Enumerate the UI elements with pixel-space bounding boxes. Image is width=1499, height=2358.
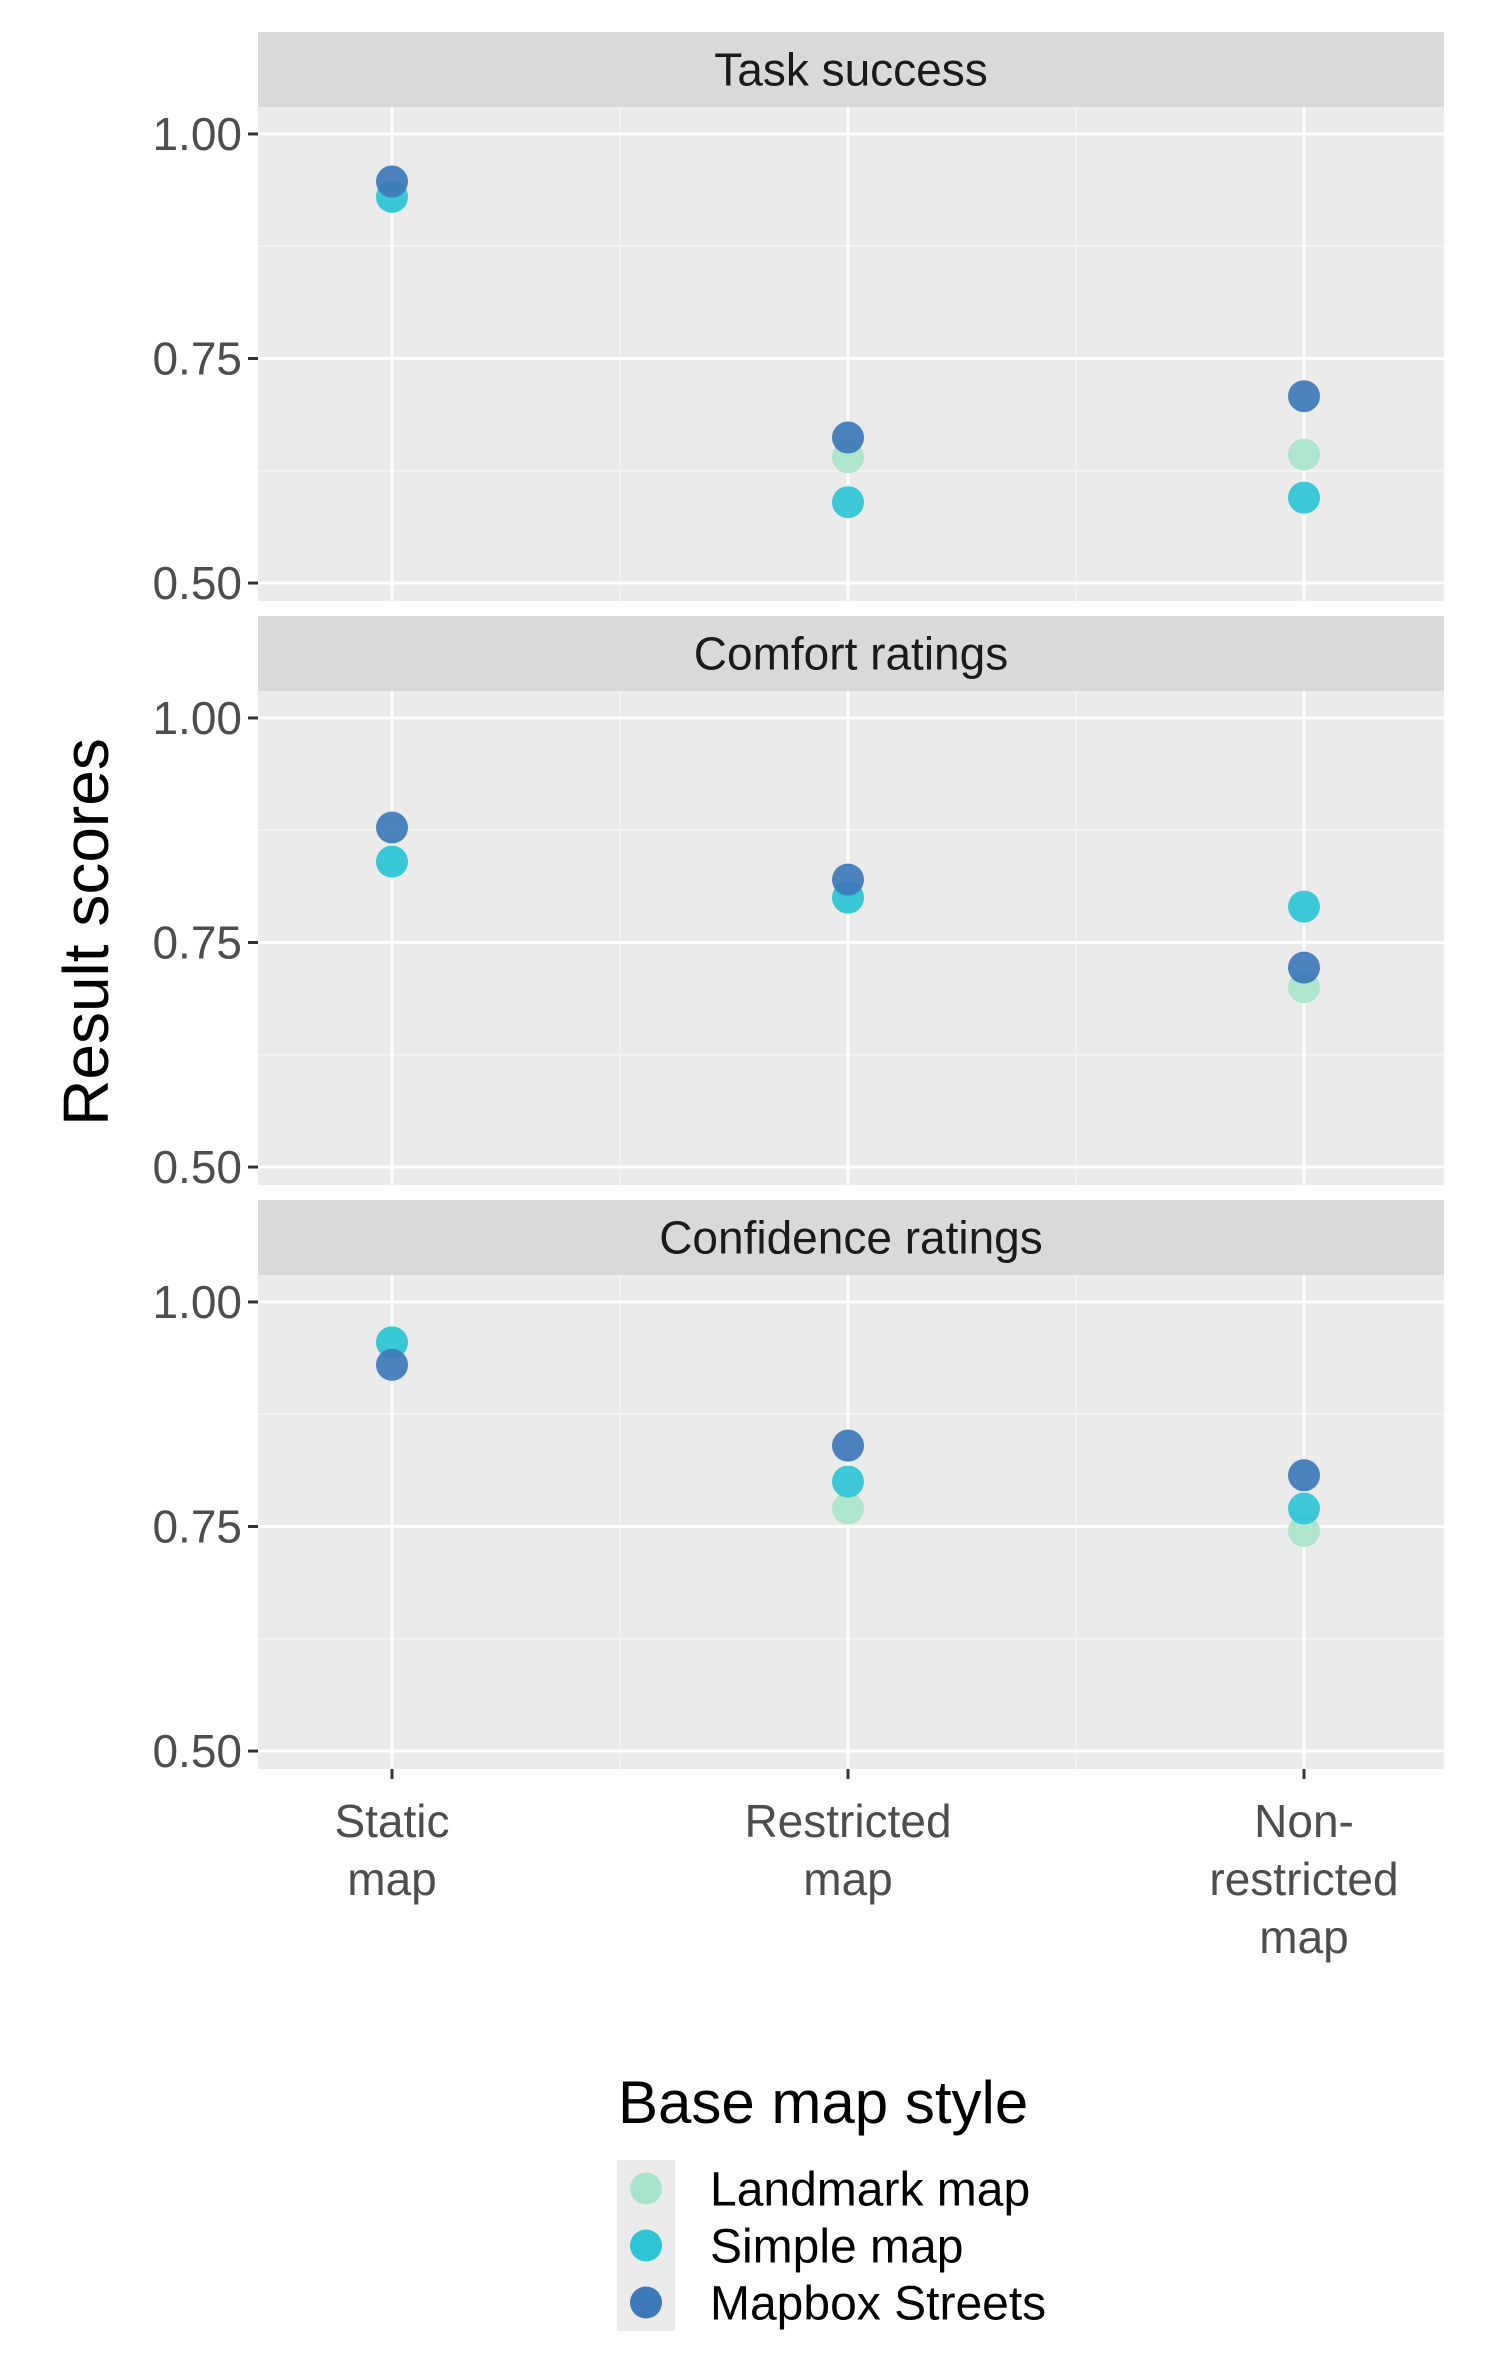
y-tick-label: 0.75	[152, 916, 242, 968]
data-point	[1288, 481, 1320, 514]
panels-layer: Task success 0.50 0.75 1.00 Comfort ratings 0…	[152, 32, 1444, 1777]
data-point	[1288, 1459, 1320, 1492]
data-point	[1288, 890, 1320, 923]
legend-label: Simple map	[710, 2221, 963, 2274]
facet-title: Confidence ratings	[659, 1212, 1043, 1264]
facet-strip	[258, 616, 1444, 691]
data-point	[832, 486, 864, 519]
data-point	[1288, 438, 1320, 471]
y-tick-label: 1.00	[152, 108, 242, 160]
panel-2: Comfort ratings 0.50 0.75 1.00	[152, 616, 1444, 1193]
panel-3: Confidence ratings 0.50 0.75 1.00	[152, 1200, 1444, 1777]
y-tick-label: 0.50	[152, 557, 242, 609]
facet-title: Task success	[714, 44, 988, 96]
y-tick-label: 1.00	[152, 692, 242, 744]
legend-marker	[630, 2286, 662, 2319]
data-point	[1288, 380, 1320, 413]
data-point	[376, 1326, 408, 1359]
x-tick-label: Static map	[334, 1795, 449, 1905]
panel-background	[258, 691, 1444, 1185]
legend-marker	[630, 2229, 662, 2262]
data-point	[376, 165, 408, 198]
facet-title: Comfort ratings	[694, 628, 1008, 680]
data-point	[376, 811, 408, 844]
data-point	[832, 1492, 864, 1525]
legend-marker	[630, 2172, 662, 2205]
y-axis-label: Result scores	[50, 738, 122, 1126]
data-point	[832, 1429, 864, 1462]
y-tick-label: 0.75	[152, 1500, 242, 1552]
x-axis: Static map Restricted map Non-restricted map	[334, 1769, 1399, 1963]
y-tick-label: 1.00	[152, 1276, 242, 1328]
y-tick-label: 0.75	[152, 332, 242, 384]
legend-label: Mapbox Streets	[710, 2278, 1046, 2331]
y-tick-label: 0.50	[152, 1141, 242, 1193]
x-tick-label: Restricted map	[744, 1795, 951, 1905]
panel-1: Task success 0.50 0.75 1.00	[152, 32, 1444, 609]
data-point	[832, 1465, 864, 1498]
data-point	[1288, 1492, 1320, 1525]
legend-label: Landmark map	[710, 2164, 1030, 2217]
legend-title: Base map style	[618, 2069, 1028, 2136]
x-tick-label: Non-restricted map	[1209, 1795, 1398, 1963]
data-point	[376, 845, 408, 878]
facet-strip	[258, 32, 1444, 107]
facet-strip	[258, 1200, 1444, 1275]
data-point	[1288, 1514, 1320, 1547]
data-point	[1288, 951, 1320, 984]
y-tick-label: 0.50	[152, 1725, 242, 1777]
data-point	[376, 1348, 408, 1381]
data-point	[832, 421, 864, 454]
panel-background	[258, 107, 1444, 601]
data-point	[832, 863, 864, 896]
